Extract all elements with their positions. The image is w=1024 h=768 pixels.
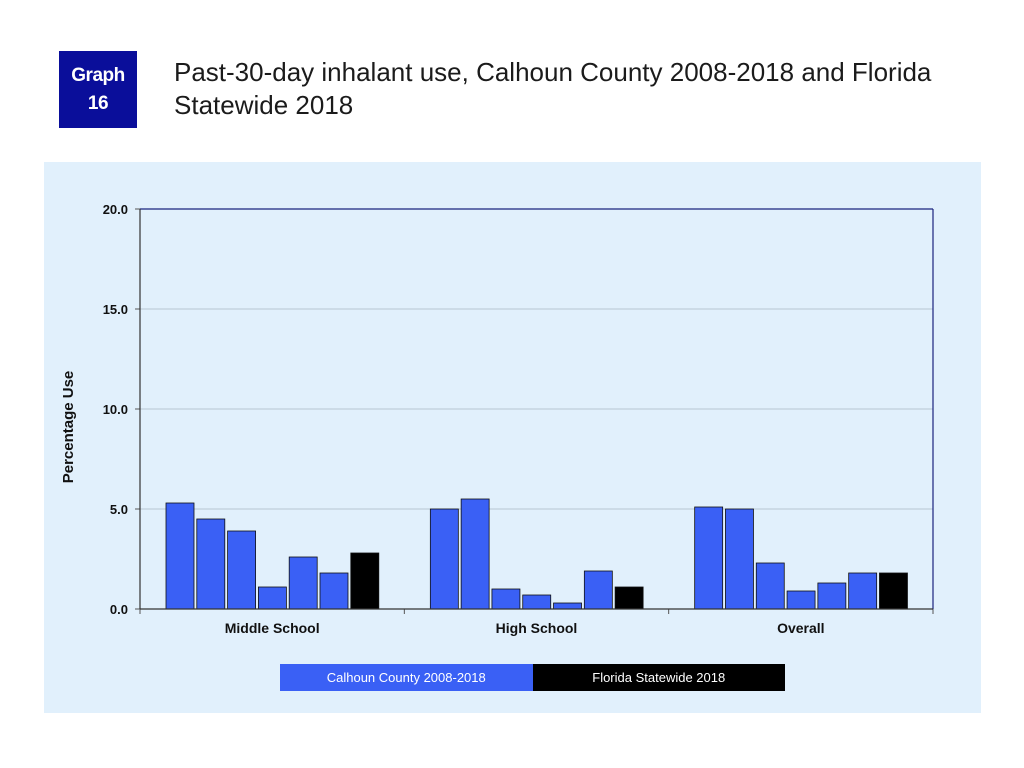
chart-title: Past-30-day inhalant use, Calhoun County… — [174, 57, 932, 120]
bar — [491, 588, 521, 610]
bar — [694, 506, 724, 610]
chart-legend: Calhoun County 2008-2018 Florida Statewi… — [280, 664, 785, 691]
bar — [165, 502, 195, 610]
bar — [429, 508, 459, 610]
y-tick-label: 20.0 — [103, 202, 128, 217]
bar — [319, 572, 349, 610]
badge-line2: 16 — [87, 93, 109, 114]
bar — [755, 562, 785, 610]
x-tick-label: High School — [496, 620, 578, 636]
bar — [879, 572, 908, 610]
legend-item-florida: Florida Statewide 2018 — [532, 664, 785, 691]
x-tick-label: Overall — [777, 620, 824, 636]
graph-badge: Graph 16 — [59, 51, 137, 128]
bar — [227, 530, 257, 610]
y-tick-label: 5.0 — [110, 502, 128, 517]
bar — [553, 602, 582, 610]
bar — [817, 582, 847, 610]
x-tick-label: Middle School — [225, 620, 320, 636]
bar — [848, 572, 878, 610]
badge-line1: Graph — [71, 65, 125, 86]
bar — [725, 508, 754, 610]
y-tick-label: 10.0 — [103, 402, 128, 417]
bar — [196, 518, 226, 610]
y-tick-label: 15.0 — [103, 302, 128, 317]
legend-item-calhoun: Calhoun County 2008-2018 — [280, 664, 533, 691]
bar — [614, 586, 644, 610]
y-axis-label: Percentage Use — [60, 371, 77, 484]
bar — [257, 586, 287, 610]
y-tick-label: 0.0 — [110, 602, 128, 617]
bar — [583, 570, 613, 610]
bar — [522, 594, 552, 610]
bar — [786, 590, 816, 610]
bar — [460, 498, 490, 610]
bar — [288, 556, 318, 610]
bar — [350, 552, 380, 610]
